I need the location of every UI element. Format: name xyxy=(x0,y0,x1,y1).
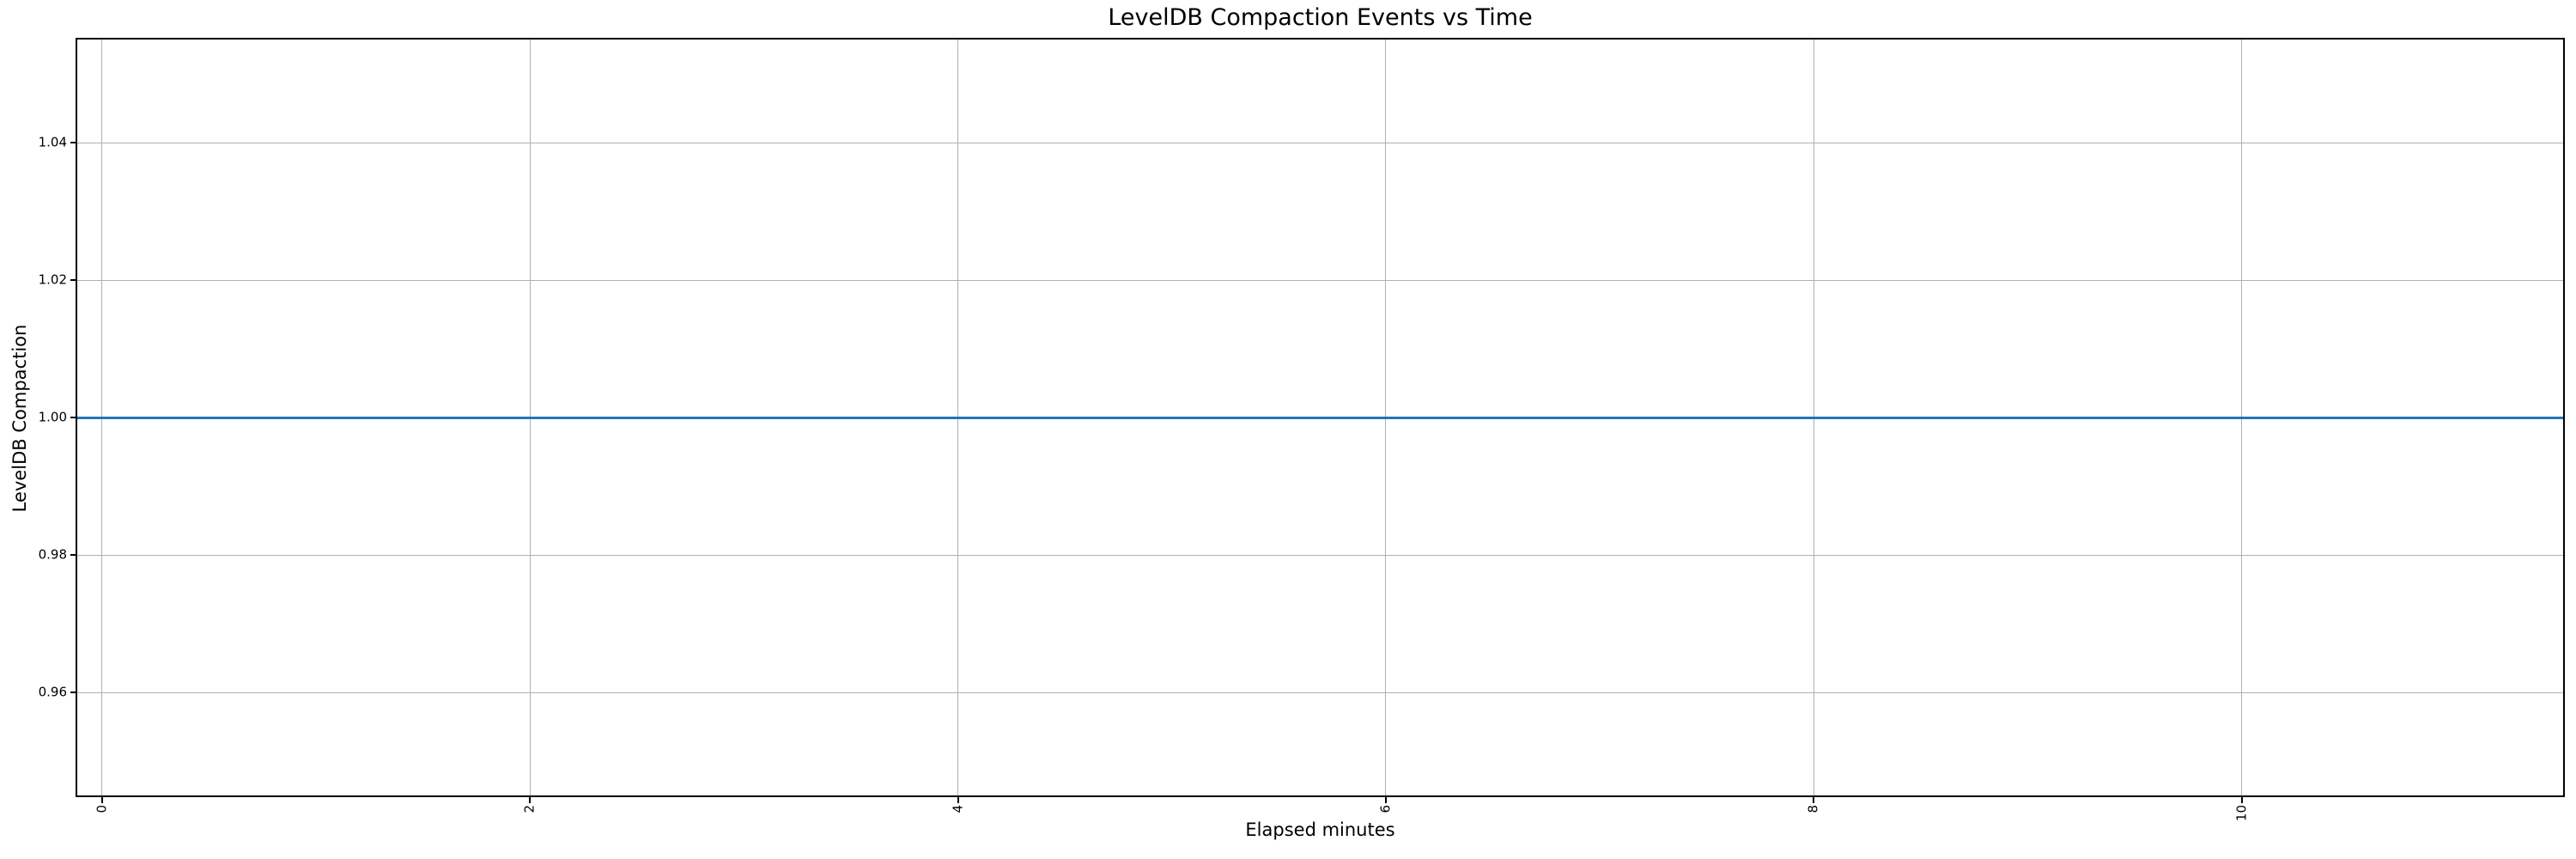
y-tick-mark xyxy=(70,417,77,418)
x-tick-label: 4 xyxy=(950,805,966,813)
x-axis-label: Elapsed minutes xyxy=(1245,819,1395,840)
y-tick-label: 1.02 xyxy=(38,271,67,288)
y-gridline xyxy=(77,691,2563,693)
y-tick-label: 0.96 xyxy=(38,684,67,700)
x-tick-label: 6 xyxy=(1377,805,1394,813)
series-line xyxy=(77,416,2563,419)
y-tick-mark xyxy=(70,554,77,556)
x-tick-mark xyxy=(100,797,103,803)
x-tick-label: 2 xyxy=(521,805,538,813)
x-tick-mark xyxy=(1384,797,1387,803)
chart-title: LevelDB Compaction Events vs Time xyxy=(1108,4,1533,31)
y-tick-label: 1.04 xyxy=(38,134,67,150)
y-tick-mark xyxy=(70,279,77,281)
y-axis-label: LevelDB Compaction xyxy=(9,324,30,513)
x-tick-label: 0 xyxy=(94,805,110,813)
y-gridline xyxy=(77,554,2563,556)
plot-area: 0 2 4 6 8 10 1.04 1.02 1.00 0.98 0.96 xyxy=(39,38,2565,821)
y-tick-mark xyxy=(70,142,77,143)
y-tick-label: 0.98 xyxy=(38,546,67,563)
y-tick-mark xyxy=(70,691,77,693)
x-tick-label: 8 xyxy=(1805,805,1821,813)
x-tick-mark xyxy=(2240,797,2243,803)
y-tick-label: 1.00 xyxy=(38,409,67,425)
y-gridline xyxy=(77,279,2563,281)
x-tick-mark xyxy=(957,797,959,803)
x-tick-mark xyxy=(529,797,532,803)
x-tick-mark xyxy=(1813,797,1815,803)
